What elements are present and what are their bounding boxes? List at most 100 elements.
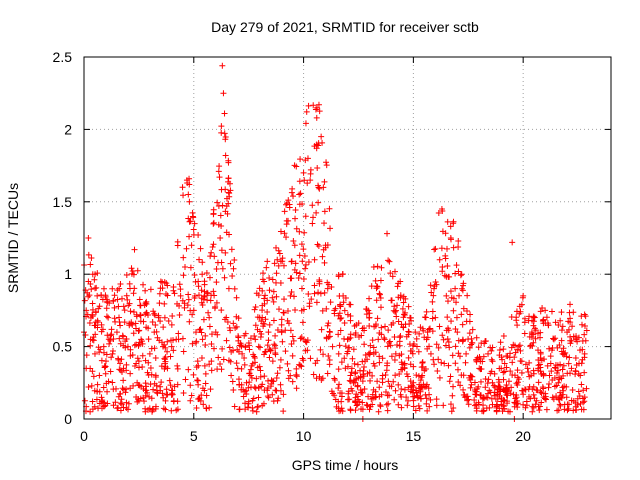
- data-point-density: [543, 406, 550, 413]
- data-point-density: [507, 390, 514, 397]
- data-point: [228, 372, 235, 379]
- data-point-density: [391, 268, 398, 275]
- data-point-density: [120, 303, 127, 310]
- data-point-density: [150, 386, 157, 393]
- data-point-density: [365, 307, 372, 314]
- data-point-density: [180, 254, 187, 261]
- data-point-density: [186, 233, 193, 240]
- data-point-density: [394, 341, 401, 348]
- data-point-density: [189, 340, 196, 347]
- data-point-density: [409, 389, 416, 396]
- data-point-density: [302, 347, 309, 354]
- data-point-density: [417, 395, 424, 402]
- data-point-density: [448, 236, 455, 243]
- data-point-density: [395, 318, 402, 325]
- data-point-density: [399, 361, 406, 368]
- data-point-density: [395, 280, 402, 287]
- data-point-density: [377, 277, 384, 284]
- data-point-density: [88, 382, 95, 389]
- data-point-density: [376, 359, 383, 366]
- data-point-density: [168, 387, 175, 394]
- data-point-density: [465, 336, 472, 343]
- data-point-density: [264, 384, 271, 391]
- data-point-density: [160, 394, 167, 401]
- data-point-density: [252, 303, 259, 310]
- data-point-density: [251, 359, 258, 366]
- data-point-density: [452, 343, 459, 350]
- data-point-density: [117, 360, 124, 367]
- data-point: [91, 350, 98, 357]
- data-point-density: [139, 340, 146, 347]
- data-point-density: [392, 387, 399, 394]
- data-point-density: [109, 348, 116, 355]
- data-point-density: [118, 295, 125, 302]
- data-point: [113, 329, 120, 336]
- data-point-density: [218, 222, 225, 229]
- data-point-density: [413, 335, 420, 342]
- data-point-density: [299, 258, 306, 265]
- data-point-density: [446, 344, 453, 351]
- data-point-density: [142, 311, 149, 318]
- data-point-density: [377, 294, 384, 301]
- data-point-density: [312, 360, 319, 367]
- data-point-density: [289, 352, 296, 359]
- data-point-density: [251, 384, 258, 391]
- data-point-density: [256, 328, 263, 335]
- data-point-density: [301, 229, 308, 236]
- data-point-density: [242, 343, 249, 350]
- data-point-density: [189, 311, 196, 318]
- data-point-density: [419, 360, 426, 367]
- data-point-density: [286, 204, 293, 211]
- data-point-density: [466, 330, 473, 337]
- data-point-density: [469, 373, 476, 380]
- data-point-density: [284, 360, 291, 367]
- data-point-density: [104, 388, 111, 395]
- data-point-density: [261, 320, 268, 327]
- data-point-density: [218, 123, 225, 130]
- data-point-density: [193, 338, 200, 345]
- data-point-density: [280, 408, 287, 415]
- x-tick-label: 15: [406, 428, 422, 444]
- data-point-density: [241, 361, 248, 368]
- data-point-density: [546, 380, 553, 387]
- data-point-density: [346, 396, 353, 403]
- data-point-density: [338, 359, 345, 366]
- data-point-density: [176, 281, 183, 288]
- data-point-density: [335, 385, 342, 392]
- data-point-density: [347, 312, 354, 319]
- data-point-density: [401, 311, 408, 318]
- data-point-density: [560, 372, 567, 379]
- data-point-density: [447, 288, 454, 295]
- data-point-density: [336, 342, 343, 349]
- data-point-density: [85, 251, 92, 258]
- data-point-density: [384, 343, 391, 350]
- data-point-density: [272, 349, 279, 356]
- data-point-density: [158, 363, 165, 370]
- data-point-density: [304, 180, 311, 187]
- data-point-density: [289, 333, 296, 340]
- data-point-density: [125, 302, 132, 309]
- data-point-density: [445, 273, 452, 280]
- data-point-density: [500, 369, 507, 376]
- data-point-density: [259, 314, 266, 321]
- data-point-density: [381, 334, 388, 341]
- data-point-density: [120, 377, 127, 384]
- data-point-density: [316, 185, 323, 192]
- data-point-density: [117, 322, 124, 329]
- data-point-density: [283, 200, 290, 207]
- data-point-density: [252, 322, 259, 329]
- data-point-density: [407, 314, 414, 321]
- data-point-density: [351, 360, 358, 367]
- data-point-density: [354, 393, 361, 400]
- data-point-density: [494, 391, 501, 398]
- data-point-density: [133, 393, 140, 400]
- data-point-density: [270, 288, 277, 295]
- data-point-density: [471, 379, 478, 386]
- data-point: [546, 372, 553, 379]
- data-point-density: [262, 316, 269, 323]
- data-point-density: [161, 341, 168, 348]
- data-point-density: [560, 345, 567, 352]
- data-point-density: [161, 279, 168, 286]
- data-point-density: [293, 163, 300, 170]
- data-point-density: [324, 370, 331, 377]
